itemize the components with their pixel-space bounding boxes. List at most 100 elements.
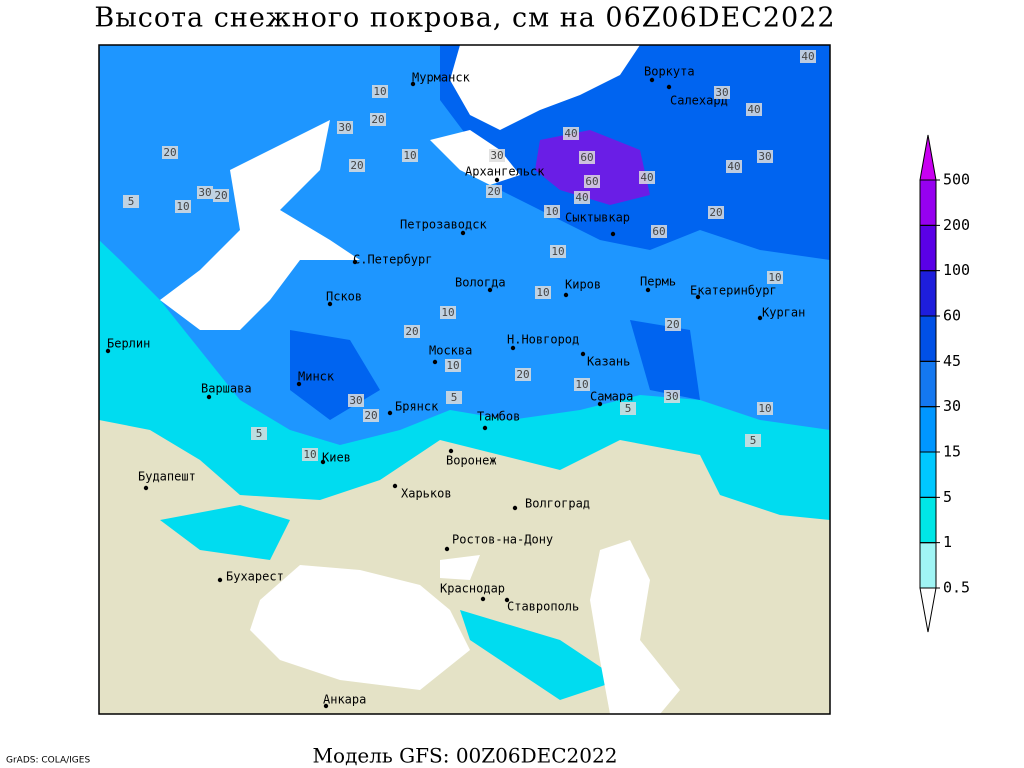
contour-label-bg: [746, 103, 762, 116]
legend-band: [919, 406, 937, 453]
city-dot: [580, 351, 586, 357]
contour-label: 30: [338, 121, 351, 134]
contour-label-bg: [574, 191, 590, 204]
contour-label-bg: [363, 409, 379, 422]
city-label: Салехард: [670, 94, 728, 108]
contour-label: 40: [801, 50, 814, 63]
contour-label: 20: [350, 159, 363, 172]
city-label: Сыктывкар: [565, 211, 630, 225]
city-dot: [480, 596, 486, 602]
contour-label-bg: [745, 434, 761, 447]
azov-sea: [440, 555, 480, 580]
city-dot: [296, 381, 302, 387]
legend-label: 0.5: [943, 579, 970, 597]
city-dot: [410, 81, 416, 87]
contour-label-bg: [664, 390, 680, 403]
contour-label: 20: [516, 368, 529, 381]
city-dot: [206, 394, 212, 400]
city-dot: [482, 425, 488, 431]
city-dot: [323, 703, 329, 709]
city-label: Мурманск: [412, 71, 471, 85]
contour-label-bg: [550, 245, 566, 258]
contour-label-bg: [486, 185, 502, 198]
city-label: Варшава: [201, 382, 252, 396]
city-dot: [105, 348, 111, 354]
contour-label: 5: [451, 391, 458, 404]
contour-label-bg: [800, 50, 816, 63]
legend-label: 5: [943, 488, 952, 506]
contour-label: 10: [758, 402, 771, 415]
contour-label-bg: [726, 160, 742, 173]
contour-label: 10: [575, 378, 588, 391]
city-label: Казань: [587, 355, 630, 369]
contour-label: 5: [625, 402, 632, 415]
city-dot: [217, 577, 223, 583]
contour-label: 10: [176, 200, 189, 213]
city-label: Пермь: [640, 275, 676, 289]
contour-label-bg: [515, 368, 531, 381]
contour-label: 10: [551, 245, 564, 258]
contour-label-bg: [372, 85, 388, 98]
barents-sea: [450, 45, 640, 130]
contour-label: 60: [580, 151, 593, 164]
contour-label: 30: [665, 390, 678, 403]
legend-label: 15: [943, 443, 961, 461]
map: [99, 45, 830, 714]
city-label: Берлин: [107, 337, 150, 351]
contour-label-bg: [620, 402, 636, 415]
contour-label-bg: [757, 402, 773, 415]
city-label: Петрозаводск: [400, 218, 487, 232]
city-dot: [510, 345, 516, 351]
contour-label-bg: [302, 448, 318, 461]
baltic-sea: [160, 120, 360, 330]
contour-label: 10: [446, 359, 459, 372]
contour-label-bg: [639, 171, 655, 184]
contour-label: 20: [371, 113, 384, 126]
contour-label: 40: [564, 127, 577, 140]
city-dot: [432, 359, 438, 365]
contour-label: 30: [715, 86, 728, 99]
contour-label-bg: [402, 149, 418, 162]
city-dot: [512, 505, 518, 511]
legend-label: 60: [943, 307, 961, 325]
contour-label-bg: [579, 151, 595, 164]
legend-band: [919, 179, 937, 226]
contour-label-bg: [535, 286, 551, 299]
contour-label-bg: [251, 427, 267, 440]
contour-label: 20: [487, 185, 500, 198]
city-dot: [494, 177, 500, 183]
city-dot: [563, 292, 569, 298]
legend-low: [919, 587, 937, 633]
city-label: Вологда: [455, 276, 506, 290]
city-dot: [695, 294, 701, 300]
contour-label-bg: [446, 391, 462, 404]
contour-label-bg: [370, 113, 386, 126]
snow-max: [535, 130, 650, 205]
contour-label: 20: [163, 146, 176, 159]
contour-label-bg: [445, 359, 461, 372]
white-sea: [430, 130, 520, 185]
contour-label: 60: [585, 175, 598, 188]
city-dot: [448, 448, 454, 454]
contour-label-bg: [162, 146, 178, 159]
contour-label-bg: [348, 394, 364, 407]
contour-label-bg: [544, 205, 560, 218]
city-label: Волгоград: [525, 497, 590, 511]
contour-label: 5: [750, 434, 757, 447]
city-label: Москва: [429, 344, 472, 358]
city-label: Н.Новгород: [507, 333, 579, 347]
contour-label: 30: [349, 394, 362, 407]
contour-label-bg: [175, 200, 191, 213]
city-label: Курган: [762, 306, 805, 320]
legend-label: 45: [943, 352, 961, 370]
city-dot: [504, 597, 510, 603]
contour-label-bg: [767, 271, 783, 284]
contour-label-bg: [563, 127, 579, 140]
city-label: С.Петербург: [353, 253, 432, 267]
legend-label: 1: [943, 533, 952, 551]
city-label: Бухарест: [226, 570, 284, 584]
city-label: Будапешт: [138, 470, 196, 484]
contour-label: 40: [640, 171, 653, 184]
